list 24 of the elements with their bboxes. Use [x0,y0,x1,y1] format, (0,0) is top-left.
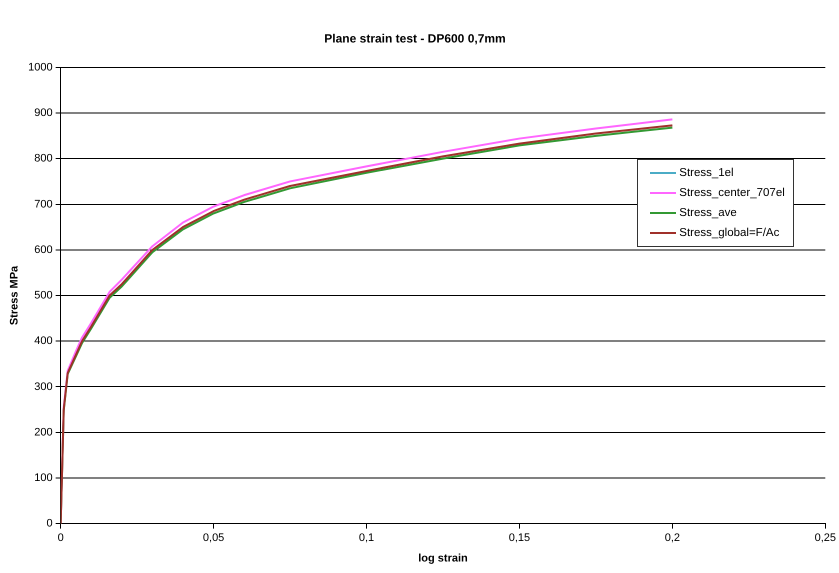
y-tick-label: 600 [34,244,53,256]
legend-label: Stress_center_707el [679,186,785,199]
y-tick-label: 200 [34,426,53,438]
x-tick-label: 0,05 [202,532,224,544]
y-tick-label: 0 [46,518,53,530]
x-tick-label: 0 [58,532,64,544]
y-tick-label: 700 [34,198,53,210]
x-axis-title: log strain [418,552,468,564]
x-tick-label: 0,1 [358,532,374,544]
y-tick-label: 500 [34,290,53,302]
y-tick-label: 900 [34,107,53,120]
chart-title: Plane strain test - DP600 0,7mm [324,32,506,46]
x-tick-label: 0,15 [508,532,530,544]
legend-label: Stress_ave [679,206,737,219]
y-tick-label: 1000 [28,61,53,74]
y-tick-label: 300 [34,380,53,393]
legend-label: Stress_1el [679,166,734,179]
y-axis-title: Stress MPa [8,264,21,326]
x-tick-label: 0,25 [814,532,836,544]
legend-label: Stress_global=F/Ac [679,226,780,239]
x-tick-label: 0,2 [664,532,680,544]
y-tick-label: 100 [34,472,53,484]
y-tick-label: 400 [34,335,53,348]
y-tick-label: 800 [34,152,53,165]
